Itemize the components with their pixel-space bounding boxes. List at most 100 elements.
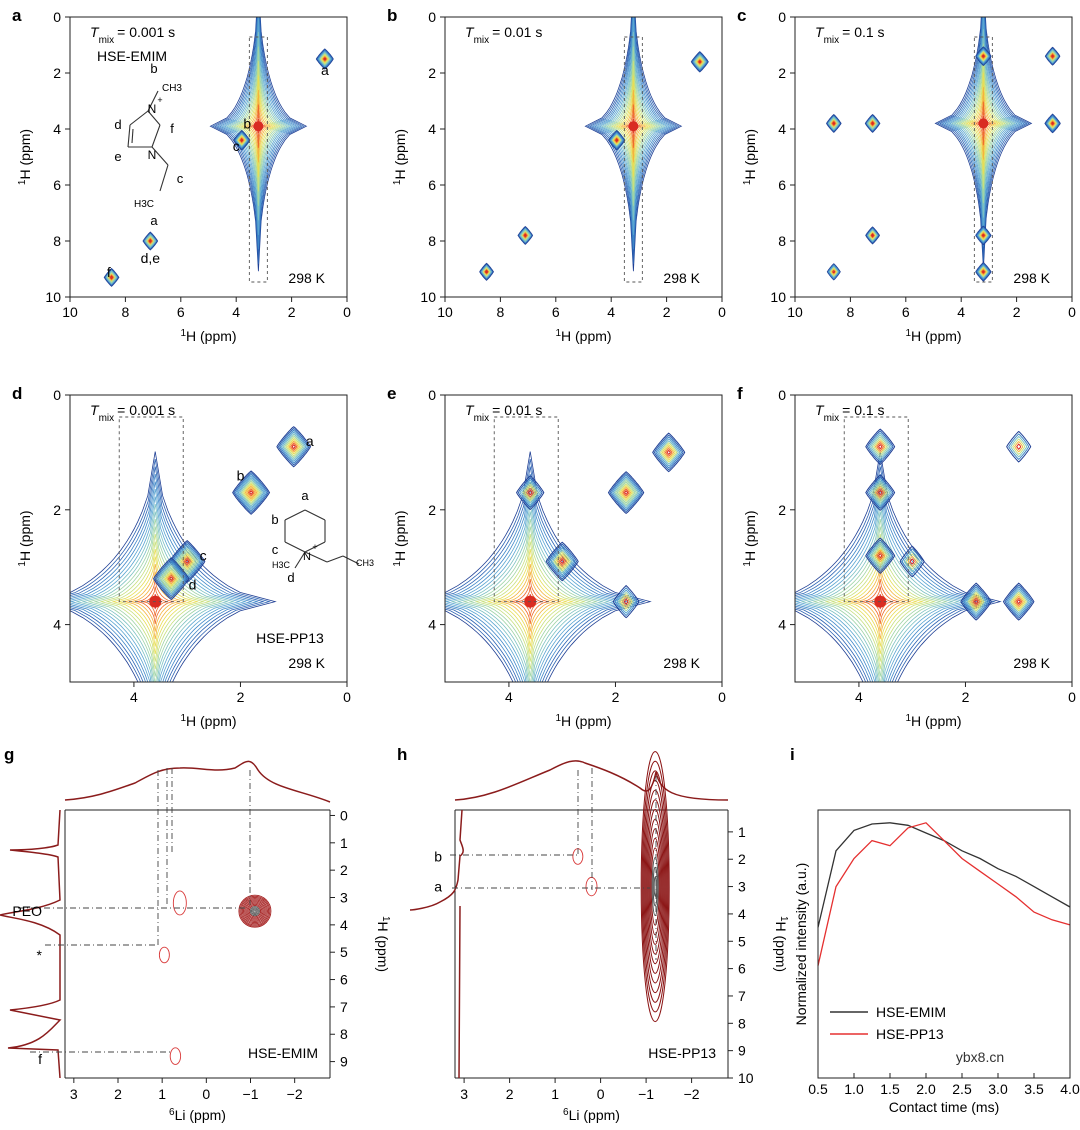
main-peak-contour — [606, 46, 661, 206]
atom-label: b — [271, 512, 278, 527]
bond — [304, 541, 326, 553]
main-peak-contour — [456, 511, 604, 682]
x-tick-label: 6 — [177, 304, 185, 320]
main-peak-contour — [219, 17, 298, 243]
cross-peak-contour — [145, 235, 155, 247]
x-axis-label: 1H (ppm) — [180, 713, 236, 730]
tmix-label: Tmix = 0.001 s — [90, 24, 175, 46]
main-peak-contour — [589, 17, 678, 257]
cross-peak-contour — [864, 113, 881, 133]
x-axis-label-text: H (ppm) — [561, 328, 612, 344]
x-axis-label: 1H (ppm) — [905, 328, 961, 345]
main-peak-core — [628, 121, 639, 132]
cross-peak-contour — [1051, 122, 1055, 125]
main-peak-contour — [238, 68, 279, 185]
cross-peak-contour — [317, 50, 333, 68]
y-tick-label: 10 — [738, 1070, 754, 1086]
cross-peak-contour — [976, 227, 990, 244]
cross-peak-contour — [154, 558, 188, 599]
bond — [284, 509, 306, 521]
tmix-sub: mix — [99, 413, 115, 424]
cross-peak-contour — [828, 265, 839, 279]
x-axis-label: 6Li (ppm) — [563, 1107, 620, 1124]
cross-peak-contour — [609, 131, 624, 149]
y-tick-label: 4 — [778, 121, 786, 137]
x-tick-label: 2 — [506, 1086, 514, 1102]
peak-label: f — [107, 264, 111, 280]
atom-label: H3C — [134, 199, 154, 210]
main-peak-contour — [70, 459, 271, 682]
bond — [127, 124, 131, 148]
cross-peak-contour — [648, 828, 662, 945]
cross-peak-contour — [107, 272, 116, 282]
x-tick-label: 1.5 — [880, 1081, 900, 1097]
cross-peak-contour — [643, 780, 667, 994]
main-peak-contour — [936, 17, 1030, 262]
y-axis-label-sup: 1 — [779, 916, 790, 922]
cross-peak-contour — [146, 236, 155, 246]
cross-peak-contour — [869, 119, 876, 127]
main-peak-contour — [594, 17, 673, 243]
y-tick-label: 4 — [340, 917, 348, 933]
x-tick-label: 2 — [962, 689, 970, 705]
cross-peak-contour — [869, 231, 876, 240]
cross-peak-contour — [521, 481, 540, 504]
x-axis-label-sup: 1 — [555, 713, 561, 724]
cross-peak-contour — [163, 569, 180, 588]
cross-peak-contour — [980, 231, 987, 240]
cross-peak-contour — [276, 426, 312, 468]
cross-peak-contour — [870, 543, 891, 569]
cross-peak-contour — [550, 547, 574, 576]
y-tick-label: 1 — [738, 824, 746, 840]
cross-peak-contour — [829, 266, 838, 278]
panel-i: i 0.5 1.0 1.5 2.0 2.5 3.0 3.5 4.0 Contact time (m… — [790, 745, 1080, 1115]
cross-peak-contour — [614, 587, 638, 617]
cross-peak-contour — [106, 270, 117, 285]
y-axis-label-text: H (ppm) — [375, 922, 391, 973]
cross-peak-contour — [526, 487, 535, 498]
cross-peak-contour — [177, 550, 197, 573]
cross-peak-contour — [690, 51, 709, 73]
x-axis-label: Contact time (ms) — [889, 1099, 999, 1115]
y-axis-label-text: H (ppm) — [392, 510, 408, 561]
cross-peak-contour — [979, 51, 988, 61]
cross-peak-contour — [905, 553, 919, 570]
cross-peak-contour — [831, 120, 836, 127]
cross-peak-contour — [694, 55, 705, 69]
main-peak-contour — [462, 519, 598, 682]
main-peak-contour — [618, 82, 649, 170]
tmix-label: Tmix = 0.001 s — [90, 402, 175, 424]
x-tick-label: 0 — [718, 689, 726, 705]
cross-peak-contour — [658, 440, 679, 465]
x-tick-label: −2 — [684, 1086, 700, 1102]
cross-peak-contour — [693, 54, 706, 69]
x-axis-label-text: Li (ppm) — [569, 1107, 620, 1123]
contour-group — [479, 17, 709, 281]
cross-peak-contour — [143, 232, 158, 250]
cross-peak-contour — [980, 268, 987, 276]
main-peak-contour — [486, 549, 574, 655]
main-peak-contour — [970, 87, 997, 160]
peak-label: b — [237, 467, 245, 483]
peak-label: d,e — [141, 250, 161, 266]
x-tick-label: 8 — [847, 304, 855, 320]
cross-peak-contour — [612, 584, 640, 619]
x-tick-label: 2.0 — [916, 1081, 936, 1097]
peak-label: d — [189, 576, 197, 592]
cross-peak-contour — [608, 129, 626, 151]
cross-peak-contour — [903, 550, 921, 573]
cross-peak-contour — [158, 946, 170, 964]
main-peak-contour — [968, 79, 999, 167]
cross-peak-contour — [870, 232, 875, 239]
cross-peak-contour — [909, 558, 915, 565]
cross-peak-contour — [320, 53, 330, 65]
cross-peak-contour — [246, 902, 264, 920]
cross-peak-contour — [963, 586, 989, 618]
panel-letter-b: b — [387, 6, 397, 25]
y-tick-label: 3 — [738, 879, 746, 895]
cross-peak-contour — [1016, 443, 1022, 451]
main-peak-contour — [944, 17, 1023, 240]
